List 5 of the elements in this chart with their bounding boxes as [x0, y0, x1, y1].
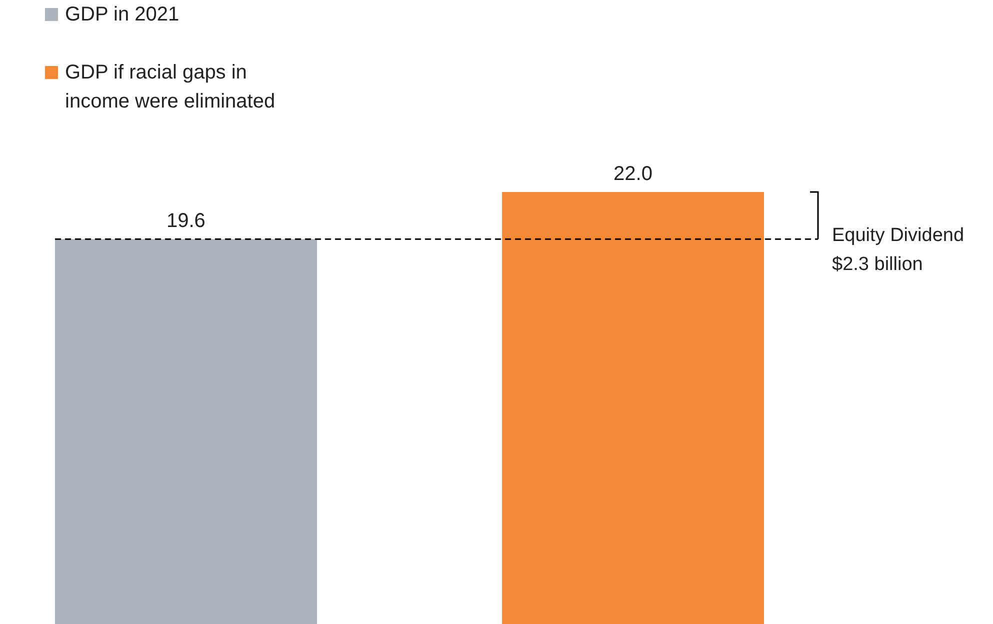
legend-label: GDP in 2021: [65, 3, 180, 26]
data-label: 19.6: [166, 210, 206, 232]
annotation: Equity Dividend $2.3 billion: [832, 225, 964, 275]
data-label: 22.0: [614, 163, 652, 185]
legend-label: GDP if racial gaps in income were eliminated: [65, 61, 276, 112]
